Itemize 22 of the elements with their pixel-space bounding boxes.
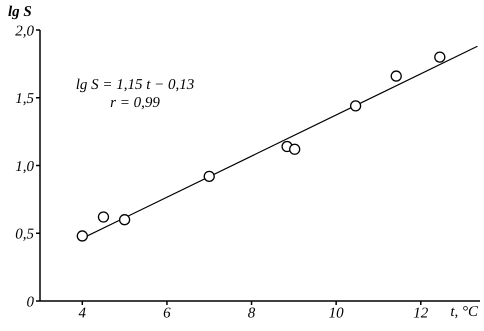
point (98, 211, 110, 223)
x-tick-label: 8 (248, 306, 256, 322)
point (204, 170, 215, 182)
point (390, 70, 402, 82)
x-tick-label: 6 (163, 306, 172, 322)
y-tick-label: 1,5 (15, 91, 34, 108)
point (434, 51, 446, 63)
y-tick-label: 2,0 (15, 23, 34, 40)
y-tick-label: 0 (26, 294, 34, 310)
annotation: r = 0,99 (109, 94, 161, 112)
point (289, 144, 300, 155)
x-tick-label: 10 (328, 306, 344, 322)
x-tick-label: 12 (413, 306, 429, 322)
point (118, 214, 130, 226)
annotation: lg S = 1,15 t − 0,13 (74, 76, 196, 94)
y-tick-label: 0,5 (15, 226, 34, 243)
y-axis-title: lg S (8, 4, 32, 21)
y-tick-label: 1,0 (15, 158, 34, 175)
point (350, 100, 362, 112)
point (76, 230, 88, 242)
x-axis-title: t, °C (450, 304, 478, 321)
x-tick-label: 4 (78, 306, 87, 322)
